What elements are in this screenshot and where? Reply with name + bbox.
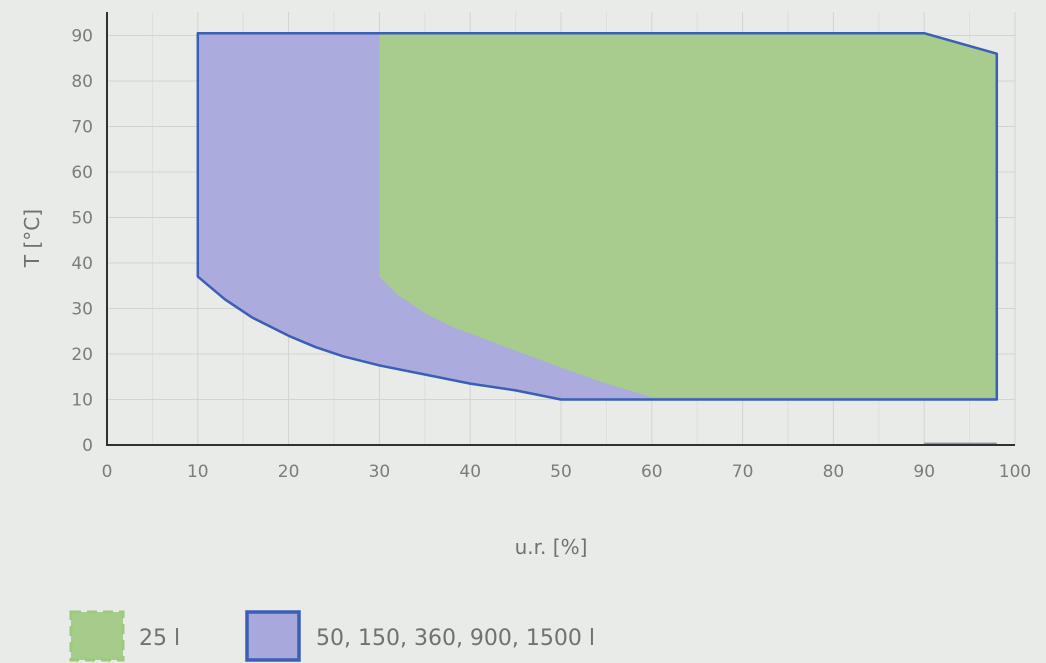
x-tick-label: 0 [102,462,113,482]
x-tick-label: 60 [641,462,663,482]
x-tick-label: 40 [459,462,481,482]
y-axis-label: T [°C] [20,209,44,268]
x-tick-label: 50 [550,462,572,482]
y-tick-label: 70 [71,118,93,138]
legend-label-large-volumes: 50, 150, 360, 900, 1500 l [316,626,595,651]
plot-areas [196,31,999,445]
legend-item-large-volumes: 50, 150, 360, 900, 1500 l [245,610,595,662]
tick-labels: 0 10 20 30 40 50 60 70 80 90 100 0 10 20 30 40 50 60 70 80 9… [71,27,1031,483]
x-tick-label: 20 [278,462,300,482]
y-tick-label: 20 [71,345,93,365]
y-tick-label: 60 [71,163,93,183]
y-tick-label: 50 [71,209,93,229]
y-tick-label: 10 [71,391,93,411]
x-tick-label: 100 [999,462,1031,482]
legend-swatch-large-volumes [245,610,301,662]
legend: 25 l 50, 150, 360, 900, 1500 l [69,610,595,662]
series-area-25l [379,33,997,398]
legend-swatch-25l [69,610,125,662]
axes [106,12,1015,446]
x-tick-label: 10 [187,462,209,482]
y-tick-label: 40 [71,254,93,274]
y-tick-label: 90 [71,27,93,47]
series-outline-large-volumes [196,31,999,401]
y-tick-label: 0 [82,436,93,456]
x-tick-label: 30 [369,462,391,482]
y-tick-label: 30 [71,300,93,320]
x-tick-label: 80 [823,462,845,482]
x-axis-label: u.r. [%] [515,535,588,559]
x-tick-label: 70 [732,462,754,482]
legend-label-25l: 25 l [139,626,180,651]
legend-item-25l: 25 l [69,610,180,662]
y-tick-label: 80 [71,72,93,92]
x-tick-label: 90 [913,462,935,482]
